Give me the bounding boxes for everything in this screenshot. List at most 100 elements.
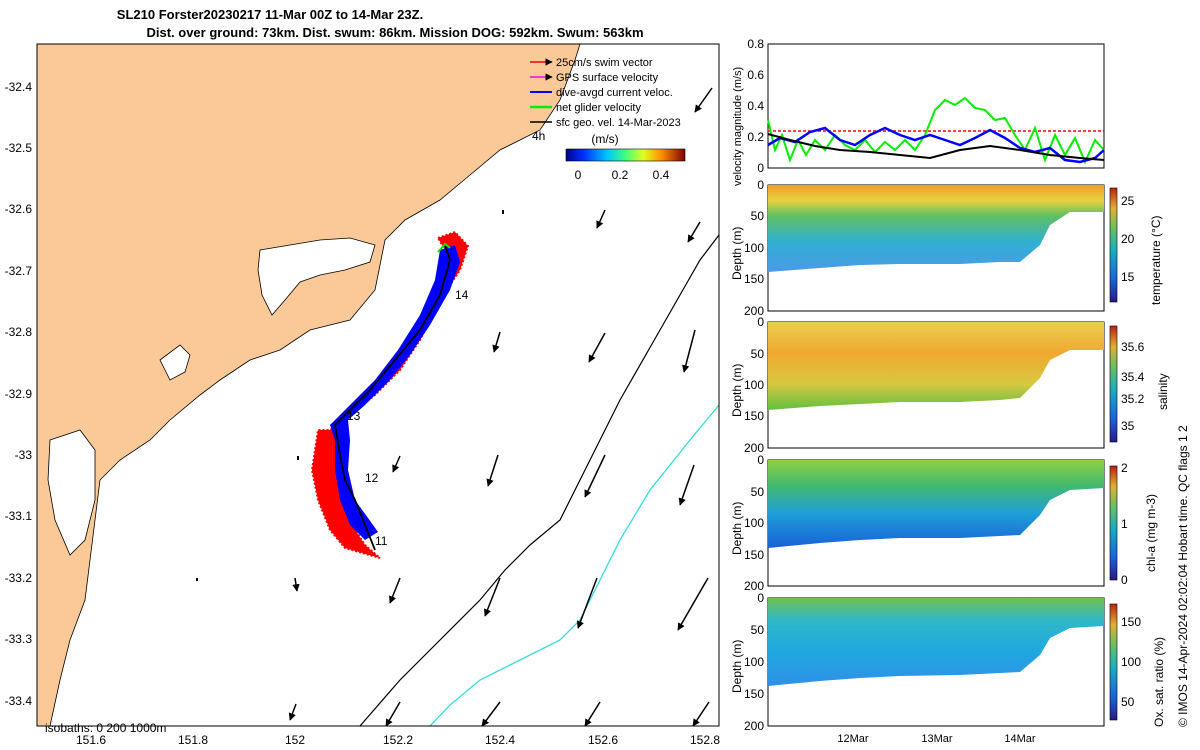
vel-ytick: 0 <box>757 161 764 175</box>
depth-tick: 50 <box>751 485 765 499</box>
lake <box>257 237 376 316</box>
land-mass <box>37 44 581 726</box>
temp-cbar-tick: 20 <box>1121 232 1135 246</box>
lat-axis: -32.4 -32.5 -32.6 -32.7 -32.8 -32.9 -33 … <box>5 80 33 708</box>
legend-gps: GPS surface velocity <box>556 72 659 84</box>
isobath-200m <box>359 234 719 726</box>
depth-tick: 200 <box>744 304 764 318</box>
geostrophic-arrows <box>288 87 713 726</box>
figure-title-line2: Dist. over ground: 73km. Dist. swum: 86k… <box>146 25 644 40</box>
net-velocity-line <box>767 96 1105 165</box>
chl-cbar-tick: 1 <box>1121 517 1128 531</box>
chl-cbar-tick: 2 <box>1121 461 1128 475</box>
vel-ytick: 0.6 <box>747 68 764 82</box>
ox-cbar-tick: 150 <box>1121 615 1141 629</box>
velocity-panel: 0 0.2 0.4 0.6 0.8 velocity magnitude (m/… <box>732 37 1105 186</box>
lon-tick: 151.6 <box>76 733 106 747</box>
lon-tick: 152.8 <box>690 733 720 747</box>
depth-label: Depth (m) <box>730 227 744 280</box>
chl-cbar-tick: 0 <box>1121 573 1128 587</box>
day-label-13: 13 <box>347 409 361 423</box>
depth-tick: 50 <box>751 209 765 223</box>
lake <box>159 344 191 381</box>
chla-section: 2 1 0 chl-a (mg m-3) <box>767 459 1158 587</box>
depth-tick: 150 <box>744 409 764 423</box>
depth-tick: 150 <box>744 687 764 701</box>
temperature-section: 25 20 15 temperature (°C) <box>767 184 1163 312</box>
lat-tick: -32.7 <box>5 264 33 278</box>
lon-axis: 151.6 151.8 152 152.2 152.4 152.6 152.8 <box>76 733 720 747</box>
lat-tick: -32.4 <box>5 80 33 94</box>
map-colorbar-unit: (m/s) <box>591 132 618 146</box>
day-label-11: 11 <box>375 534 388 548</box>
depth-label: Depth (m) <box>730 640 744 693</box>
day-label-12: 12 <box>365 471 379 485</box>
sal-cbar-tick: 35.6 <box>1121 340 1145 354</box>
lat-tick: -33.4 <box>5 694 33 708</box>
depth-tick: 150 <box>744 548 764 562</box>
temp-label: temperature (°C) <box>1149 216 1163 306</box>
depth-tick: 0 <box>757 591 764 605</box>
depth-tick: 200 <box>744 441 764 455</box>
lat-tick: -33.2 <box>5 571 33 585</box>
net-glider-velocity <box>437 242 451 253</box>
depth-label: Depth (m) <box>730 364 744 417</box>
depth-tick: 0 <box>757 453 764 467</box>
lat-tick: -32.5 <box>5 141 33 155</box>
figure-title-line1: SL210 Forster20230217 11-Mar 00Z to 14-M… <box>116 7 424 22</box>
map-colorbar <box>565 148 686 162</box>
lat-tick: -33.3 <box>5 632 33 646</box>
small-dots <box>196 210 504 581</box>
sal-cbar-tick: 35 <box>1121 419 1135 433</box>
legend-current: dive-avgd current veloc. <box>556 87 673 99</box>
map-colorbar-tick: 0.2 <box>612 168 629 182</box>
depth-axes: 0 50 100 150 200 0 50 100 150 200 0 50 1… <box>744 178 764 733</box>
time-axis: 12Mar 13Mar 14Mar <box>837 733 1036 745</box>
legend-net: net glider velocity <box>556 102 641 114</box>
credit-line: © IMOS 14-Apr-2024 02:02:04 Hobart time.… <box>1176 425 1190 727</box>
lat-tick: -32.9 <box>5 387 33 401</box>
depth-tick: 50 <box>751 347 765 361</box>
depth-tick: 200 <box>744 579 764 593</box>
sal-cbar-tick: 35.2 <box>1121 392 1145 406</box>
legend-geo: sfc geo. vel. 14-Mar-2023 <box>556 117 681 129</box>
depth-tick: 0 <box>757 315 764 329</box>
map-panel: 14 13 12 11 <box>5 43 720 747</box>
salinity-section: 35.6 35.4 35.2 35 salinity <box>767 321 1170 449</box>
vel-ytick: 0.2 <box>747 130 764 144</box>
day-label-14: 14 <box>455 288 469 302</box>
current-velocity-line <box>767 126 1105 164</box>
map-colorbar-tick: 0.4 <box>653 168 670 182</box>
depth-tick: 200 <box>744 719 764 733</box>
legend-swim: 25cm/s swim vector <box>556 57 653 69</box>
swim-velocity-line <box>767 133 1105 161</box>
oxygen-section: 150 100 50 Ox. sat. ratio (%) <box>767 597 1166 727</box>
vel-ylabel: velocity magnitude (m/s) <box>732 67 744 186</box>
depth-tick: 100 <box>744 241 764 255</box>
lat-tick: -32.8 <box>5 325 33 339</box>
lon-tick: 152.6 <box>588 733 618 747</box>
depth-tick: 100 <box>744 378 764 392</box>
isobath-1000m <box>429 404 719 726</box>
current-band <box>330 245 460 540</box>
time-tick: 13Mar <box>921 733 953 745</box>
lat-tick: -32.6 <box>5 202 33 216</box>
depth-tick: 0 <box>757 178 764 192</box>
temp-cbar-tick: 15 <box>1121 270 1135 284</box>
sal-cbar-tick: 35.4 <box>1121 370 1145 384</box>
vel-ytick: 0.8 <box>747 37 764 51</box>
lon-tick: 152 <box>285 733 305 747</box>
lat-tick: -33 <box>15 448 33 462</box>
legend-note: 4h <box>532 129 545 143</box>
lon-tick: 152.4 <box>485 733 515 747</box>
sal-label: salinity <box>1156 373 1170 410</box>
lat-tick: -33.1 <box>5 509 33 523</box>
depth-labels: Depth (m) Depth (m) Depth (m) Depth (m) <box>730 227 744 693</box>
ox-label: Ox. sat. ratio (%) <box>1152 637 1166 727</box>
depth-tick: 100 <box>744 655 764 669</box>
isobath-note: isobaths: 0 200 1000m <box>45 721 166 735</box>
map-legend: 25cm/s swim vector GPS surface velocity … <box>530 57 686 182</box>
depth-label: Depth (m) <box>730 502 744 555</box>
vel-ytick: 0.4 <box>747 99 764 113</box>
